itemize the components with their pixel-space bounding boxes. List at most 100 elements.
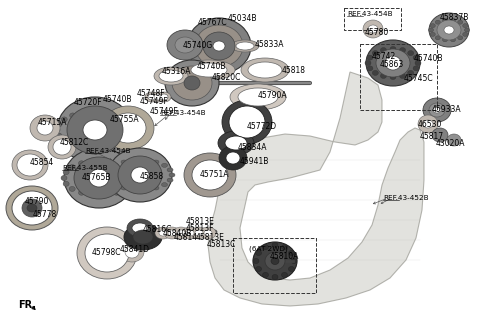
Ellipse shape xyxy=(102,159,108,164)
Ellipse shape xyxy=(143,188,148,192)
Ellipse shape xyxy=(108,148,172,202)
Ellipse shape xyxy=(413,66,419,71)
Ellipse shape xyxy=(107,178,113,182)
Text: 45715A: 45715A xyxy=(38,118,68,127)
Ellipse shape xyxy=(90,159,96,164)
Ellipse shape xyxy=(443,38,447,42)
Ellipse shape xyxy=(148,94,156,100)
Text: 45941B: 45941B xyxy=(240,157,269,166)
Ellipse shape xyxy=(79,190,84,195)
Ellipse shape xyxy=(120,242,144,262)
Ellipse shape xyxy=(271,257,279,265)
Ellipse shape xyxy=(154,94,162,100)
Ellipse shape xyxy=(288,267,294,271)
Ellipse shape xyxy=(159,70,183,82)
Ellipse shape xyxy=(430,24,435,28)
Ellipse shape xyxy=(128,122,134,127)
Ellipse shape xyxy=(30,115,60,141)
Text: 45790: 45790 xyxy=(25,197,49,206)
Text: 45813E: 45813E xyxy=(196,233,225,242)
Ellipse shape xyxy=(213,41,225,51)
Ellipse shape xyxy=(263,245,268,250)
Ellipse shape xyxy=(451,38,456,42)
Ellipse shape xyxy=(230,84,286,110)
Ellipse shape xyxy=(281,245,288,250)
Ellipse shape xyxy=(195,25,243,67)
Ellipse shape xyxy=(423,120,433,128)
Ellipse shape xyxy=(64,148,134,208)
Text: 45742: 45742 xyxy=(372,52,396,61)
Ellipse shape xyxy=(182,227,198,239)
Ellipse shape xyxy=(231,40,259,52)
Ellipse shape xyxy=(132,188,137,192)
Ellipse shape xyxy=(151,92,165,102)
Ellipse shape xyxy=(458,20,463,24)
Ellipse shape xyxy=(204,230,212,236)
Text: 45818: 45818 xyxy=(282,66,306,75)
Text: 45858: 45858 xyxy=(140,172,164,181)
Ellipse shape xyxy=(6,186,58,230)
Text: 45817: 45817 xyxy=(420,132,444,141)
Ellipse shape xyxy=(222,100,272,144)
Ellipse shape xyxy=(272,274,278,280)
Ellipse shape xyxy=(255,267,262,271)
Text: 45740B: 45740B xyxy=(103,95,132,104)
Ellipse shape xyxy=(413,55,419,60)
Text: 45740B: 45740B xyxy=(197,62,227,71)
Ellipse shape xyxy=(37,121,53,135)
Text: 45748F: 45748F xyxy=(137,89,166,98)
Ellipse shape xyxy=(77,227,137,279)
Text: 45740B: 45740B xyxy=(414,54,444,63)
Ellipse shape xyxy=(56,122,62,127)
Text: 45749F: 45749F xyxy=(150,107,179,116)
Ellipse shape xyxy=(92,146,98,150)
Text: 45863: 45863 xyxy=(380,60,404,69)
Ellipse shape xyxy=(27,204,37,212)
Ellipse shape xyxy=(167,178,173,182)
Ellipse shape xyxy=(238,88,278,106)
Ellipse shape xyxy=(123,117,129,122)
Ellipse shape xyxy=(90,192,96,197)
Ellipse shape xyxy=(429,28,433,32)
Ellipse shape xyxy=(253,259,259,264)
Ellipse shape xyxy=(157,92,171,102)
Ellipse shape xyxy=(12,191,52,225)
Text: 45798C: 45798C xyxy=(92,248,121,257)
Text: 45814: 45814 xyxy=(174,233,198,242)
Ellipse shape xyxy=(241,58,289,82)
Ellipse shape xyxy=(110,113,146,143)
Ellipse shape xyxy=(385,56,401,70)
Ellipse shape xyxy=(218,131,254,155)
Ellipse shape xyxy=(463,24,468,28)
Ellipse shape xyxy=(70,113,76,118)
Ellipse shape xyxy=(381,47,386,53)
Ellipse shape xyxy=(154,67,188,85)
Ellipse shape xyxy=(381,74,386,78)
Ellipse shape xyxy=(177,230,185,236)
Ellipse shape xyxy=(390,75,396,79)
Ellipse shape xyxy=(79,161,84,166)
Ellipse shape xyxy=(368,25,378,33)
Text: 45837B: 45837B xyxy=(440,13,469,22)
Ellipse shape xyxy=(130,128,136,132)
Ellipse shape xyxy=(367,55,373,60)
Ellipse shape xyxy=(104,145,110,150)
Ellipse shape xyxy=(465,28,469,32)
Ellipse shape xyxy=(255,250,262,255)
Text: 45772D: 45772D xyxy=(247,122,277,131)
Ellipse shape xyxy=(92,110,98,114)
Ellipse shape xyxy=(408,51,414,56)
Ellipse shape xyxy=(203,32,235,60)
Ellipse shape xyxy=(129,181,135,186)
Ellipse shape xyxy=(105,173,111,177)
Ellipse shape xyxy=(463,32,468,36)
Text: FR.: FR. xyxy=(18,300,36,310)
Ellipse shape xyxy=(153,160,159,164)
Ellipse shape xyxy=(184,76,200,90)
Ellipse shape xyxy=(112,164,119,167)
Ellipse shape xyxy=(143,158,148,162)
Ellipse shape xyxy=(291,259,297,264)
Ellipse shape xyxy=(236,42,254,50)
Ellipse shape xyxy=(191,63,227,77)
Ellipse shape xyxy=(107,168,113,172)
